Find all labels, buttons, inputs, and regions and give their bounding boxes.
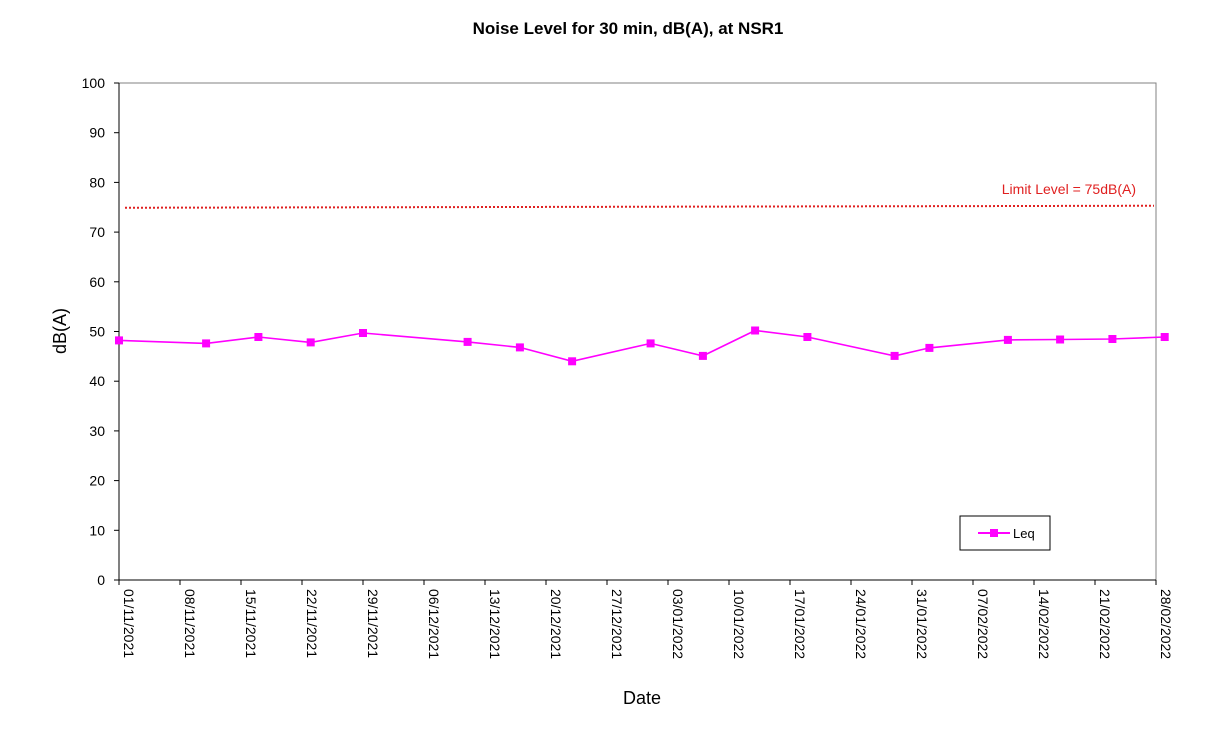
x-tick-label: 01/11/2021 [121,589,137,658]
y-axis-ticks: 0 10 20 30 40 50 60 70 80 90 100 [82,75,119,588]
x-axis-label: Date [623,688,661,708]
y-tick-label: 10 [89,522,105,538]
y-tick-label: 70 [89,224,105,240]
y-axis-label: dB(A) [50,308,70,354]
leq-data-point [1003,335,1012,344]
x-tick-label: 24/01/2022 [853,589,869,659]
x-tick-label: 07/02/2022 [975,589,991,659]
leq-data-point [1108,335,1117,343]
x-tick-label: 27/12/2021 [609,589,625,659]
leq-series-line [118,329,1165,363]
y-tick-label: 100 [82,75,106,91]
leq-data-point [646,339,655,348]
legend-square-marker-icon [990,529,998,537]
series-leq [115,326,1169,366]
x-tick-label: 14/02/2022 [1036,589,1052,659]
x-tick-label: 28/02/2022 [1158,589,1174,659]
x-tick-label: 03/01/2022 [670,589,686,659]
x-tick-label: 21/02/2022 [1097,589,1113,659]
x-tick-label: 13/12/2021 [487,589,503,659]
x-tick-label: 08/11/2021 [182,589,198,658]
limit-level-line [124,204,1155,209]
leq-data-point [359,329,367,337]
leq-data-point [925,343,934,352]
leq-data-point [115,336,123,345]
leq-data-point [890,351,899,360]
y-tick-label: 0 [97,572,105,588]
y-tick-label: 90 [89,125,105,141]
leq-data-point [515,343,524,352]
y-tick-label: 60 [89,274,105,290]
x-tick-label: 20/12/2021 [548,589,564,659]
y-tick-label: 40 [89,373,105,389]
plot-area [118,82,1157,581]
x-tick-label: 10/01/2022 [731,589,747,659]
x-tick-label: 31/01/2022 [914,589,930,659]
leq-data-point [463,337,472,346]
x-tick-label: 22/11/2021 [304,589,320,658]
legend-label-leq: Leq [1013,526,1035,541]
chart-title: Noise Level for 30 min, dB(A), at NSR1 [473,19,784,38]
y-tick-label: 50 [89,324,105,340]
y-tick-label: 30 [89,423,105,439]
y-tick-label: 20 [89,473,105,489]
leq-data-point [1056,335,1065,344]
leq-data-point [698,351,707,360]
leq-data-point [568,357,577,366]
leq-data-point [803,333,812,341]
limit-level-label: Limit Level = 75dB(A) [1002,181,1136,197]
leq-data-point [254,333,263,341]
y-tick-label: 80 [89,174,105,190]
x-tick-label: 06/12/2021 [426,589,442,659]
x-tick-label: 15/11/2021 [243,589,259,658]
x-axis-ticks: 01/11/2021 08/11/2021 15/11/2021 22/11/2021… [118,580,1174,659]
legend: Leq [959,515,1051,551]
leq-data-point [1160,333,1169,341]
x-tick-label: 29/11/2021 [365,589,381,658]
x-tick-label: 17/01/2022 [792,589,808,659]
leq-data-point [751,326,760,335]
leq-data-point [306,338,315,347]
leq-data-point [202,339,211,348]
